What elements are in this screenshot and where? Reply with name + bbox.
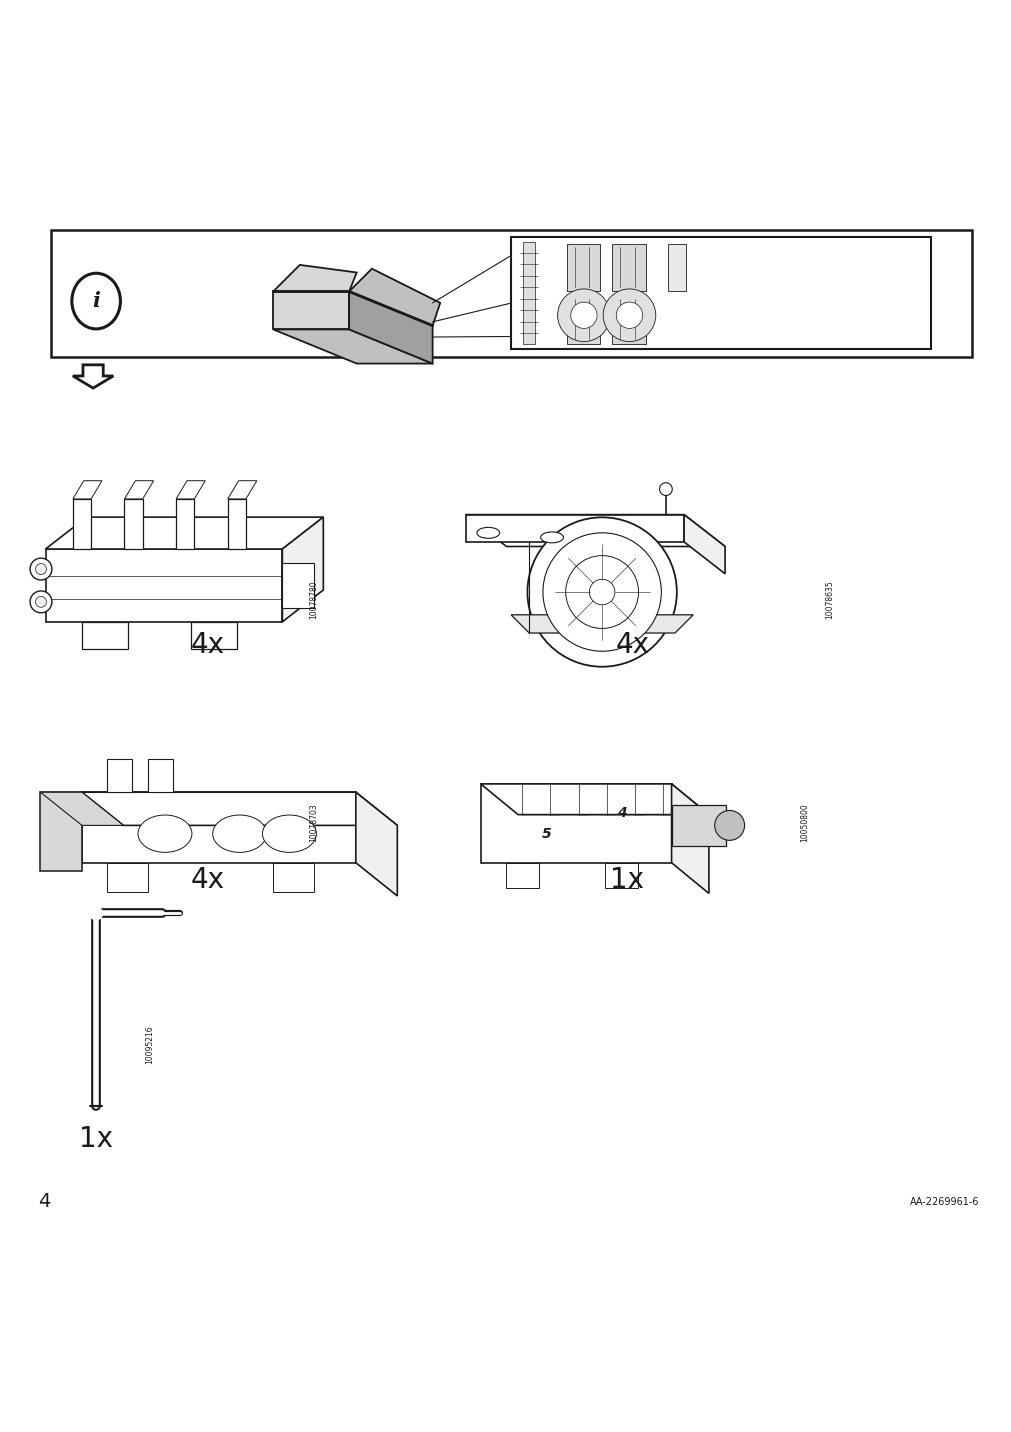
Text: AA-2269961-6: AA-2269961-6 <box>909 1197 979 1207</box>
Polygon shape <box>566 245 600 291</box>
Polygon shape <box>107 759 131 792</box>
Ellipse shape <box>72 274 120 329</box>
Polygon shape <box>566 295 600 344</box>
Text: 10078635: 10078635 <box>825 580 833 619</box>
Text: 10095216: 10095216 <box>146 1025 154 1064</box>
Circle shape <box>35 564 47 574</box>
Bar <box>511 238 930 348</box>
Polygon shape <box>273 862 314 892</box>
Polygon shape <box>480 783 708 815</box>
Polygon shape <box>282 563 313 609</box>
Polygon shape <box>73 365 113 388</box>
Polygon shape <box>671 783 708 894</box>
Polygon shape <box>282 517 323 621</box>
Ellipse shape <box>137 815 192 852</box>
Polygon shape <box>73 481 102 498</box>
Polygon shape <box>124 498 143 548</box>
Polygon shape <box>465 514 724 547</box>
Text: 4x: 4x <box>190 866 224 894</box>
Polygon shape <box>506 862 538 888</box>
Circle shape <box>35 596 47 607</box>
Polygon shape <box>273 329 433 364</box>
Polygon shape <box>227 481 257 498</box>
Polygon shape <box>349 269 440 325</box>
Polygon shape <box>683 514 724 574</box>
Polygon shape <box>45 548 282 621</box>
Text: 10078703: 10078703 <box>309 803 317 842</box>
Polygon shape <box>176 481 205 498</box>
Ellipse shape <box>212 815 266 852</box>
Circle shape <box>30 558 52 580</box>
Circle shape <box>603 289 655 342</box>
Polygon shape <box>107 862 149 892</box>
Text: 10078780: 10078780 <box>309 580 317 619</box>
Polygon shape <box>480 783 671 862</box>
Polygon shape <box>273 292 349 329</box>
Circle shape <box>542 533 661 652</box>
Polygon shape <box>191 621 237 649</box>
Bar <box>51 231 971 357</box>
Polygon shape <box>73 498 91 548</box>
Polygon shape <box>40 792 123 825</box>
Ellipse shape <box>540 531 563 543</box>
Text: 1x: 1x <box>610 866 644 894</box>
Polygon shape <box>82 792 397 825</box>
Polygon shape <box>227 498 246 548</box>
Circle shape <box>588 580 615 604</box>
Polygon shape <box>349 292 433 364</box>
Polygon shape <box>605 862 638 888</box>
Polygon shape <box>40 792 82 871</box>
Text: 4: 4 <box>617 806 626 821</box>
Text: 10050800: 10050800 <box>800 803 808 842</box>
Circle shape <box>714 811 744 841</box>
Circle shape <box>616 302 642 328</box>
Polygon shape <box>82 792 356 862</box>
Text: 4x: 4x <box>190 632 224 659</box>
Polygon shape <box>523 242 535 344</box>
Polygon shape <box>465 514 683 541</box>
Circle shape <box>659 483 671 495</box>
Text: 4x: 4x <box>615 632 649 659</box>
Polygon shape <box>612 295 645 344</box>
Polygon shape <box>149 759 173 792</box>
Circle shape <box>557 289 610 342</box>
Circle shape <box>527 517 676 667</box>
Circle shape <box>30 591 52 613</box>
Polygon shape <box>511 614 693 633</box>
Polygon shape <box>273 265 357 292</box>
Polygon shape <box>671 805 725 846</box>
Polygon shape <box>176 498 194 548</box>
Text: 4: 4 <box>38 1193 51 1211</box>
Text: 1x: 1x <box>79 1126 113 1153</box>
Ellipse shape <box>262 815 316 852</box>
Polygon shape <box>612 245 645 291</box>
Polygon shape <box>356 792 397 896</box>
Ellipse shape <box>476 527 499 538</box>
Circle shape <box>565 556 638 629</box>
Polygon shape <box>82 621 127 649</box>
Polygon shape <box>124 481 154 498</box>
Circle shape <box>89 906 103 921</box>
Polygon shape <box>667 245 685 291</box>
Circle shape <box>570 302 596 328</box>
Text: i: i <box>92 291 100 311</box>
Polygon shape <box>45 517 323 548</box>
Text: 5: 5 <box>542 826 551 841</box>
